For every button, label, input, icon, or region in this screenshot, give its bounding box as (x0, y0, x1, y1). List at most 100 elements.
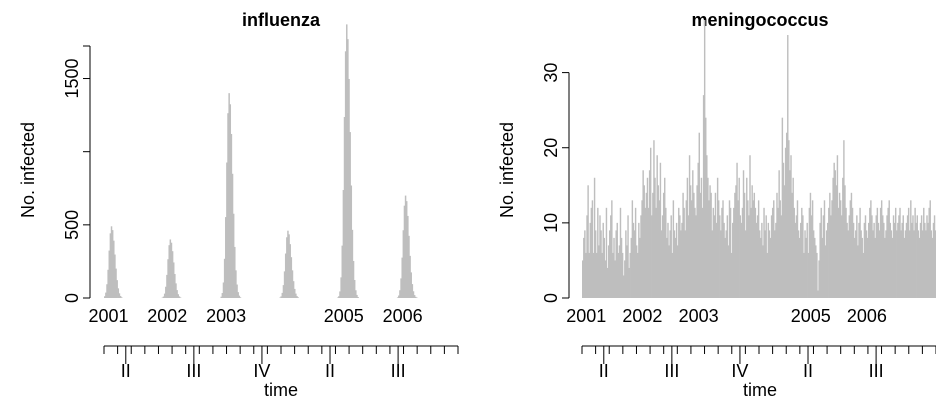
bar (797, 230, 800, 298)
quarter-label: II (121, 361, 131, 381)
bar (670, 215, 672, 298)
bar (625, 230, 627, 298)
bar (165, 286, 167, 298)
bar (410, 272, 412, 298)
bar (844, 185, 846, 298)
bar (879, 207, 882, 298)
bar (838, 192, 841, 298)
meningococcus-panel: meningococcus No. infected time 0102030 … (497, 10, 936, 399)
bar (773, 200, 775, 298)
bar (817, 290, 819, 298)
bar (737, 200, 739, 298)
bar (848, 215, 851, 298)
bar (229, 104, 232, 298)
bar (890, 230, 893, 298)
bar (798, 237, 801, 298)
bar (791, 192, 793, 298)
bar (589, 222, 591, 298)
bar (781, 117, 784, 299)
influenza-y-axis: 0 500 1500 (62, 45, 91, 303)
bar (411, 284, 414, 298)
bar (620, 237, 623, 298)
bar (801, 207, 803, 298)
quarter-label: II (803, 361, 813, 381)
bar (925, 230, 927, 298)
bar (585, 252, 587, 298)
bar (281, 292, 284, 298)
bar (628, 267, 630, 298)
bar (696, 185, 698, 298)
bar (850, 192, 853, 298)
bar (835, 185, 838, 298)
bar (893, 222, 896, 298)
bar (921, 230, 924, 298)
bar (780, 215, 783, 298)
bar (685, 200, 688, 298)
bar (723, 222, 725, 298)
bar (886, 215, 888, 298)
bar (782, 162, 785, 298)
bar (630, 237, 632, 298)
meningococcus-xlabel: time (743, 380, 777, 399)
bar (765, 215, 767, 298)
bar (399, 290, 401, 298)
bar (348, 78, 350, 298)
bar (407, 215, 409, 298)
bar (735, 185, 737, 298)
bar (720, 230, 722, 298)
bar (236, 284, 238, 298)
bar (815, 245, 817, 298)
bar (898, 215, 900, 298)
bar (294, 288, 296, 298)
bar (645, 192, 648, 298)
bar (751, 185, 753, 298)
bar (344, 51, 347, 299)
bar (596, 252, 598, 298)
bar (771, 207, 774, 298)
bar (872, 230, 874, 298)
bar (876, 207, 879, 298)
bar (705, 117, 707, 299)
bar (597, 207, 599, 298)
bar (678, 207, 680, 298)
bar (761, 222, 763, 298)
bar (830, 215, 832, 298)
bar (686, 177, 689, 298)
bar (800, 222, 802, 298)
bar (693, 192, 695, 298)
bar (667, 222, 669, 298)
bar (684, 230, 686, 298)
bar (341, 245, 343, 298)
quarter-label: IV (253, 361, 270, 381)
bar (654, 177, 656, 298)
influenza-panel: influenza No. infected time 0 500 1500 200… (18, 10, 459, 399)
bar (601, 252, 603, 298)
bar (687, 215, 690, 298)
year-label: 2005 (791, 306, 831, 326)
bar (725, 230, 727, 298)
bar (929, 200, 931, 298)
influenza-xlabel: time (264, 380, 298, 399)
meningococcus-ylabel: No. infected (497, 122, 517, 218)
bar (412, 291, 415, 298)
bar (610, 215, 612, 298)
bar (228, 93, 230, 298)
bar (695, 215, 697, 298)
bar (239, 297, 242, 298)
bar (600, 230, 602, 298)
quarter-label: III (664, 361, 679, 381)
bar (175, 283, 177, 298)
bar (347, 39, 349, 299)
bar (788, 140, 790, 298)
bar (911, 222, 913, 298)
bar (793, 207, 795, 298)
bar (356, 294, 358, 298)
bar (117, 288, 120, 298)
bar (655, 207, 657, 298)
bar (878, 230, 881, 298)
bar (897, 222, 899, 298)
bar (619, 207, 622, 298)
influenza-title: influenza (242, 10, 321, 30)
